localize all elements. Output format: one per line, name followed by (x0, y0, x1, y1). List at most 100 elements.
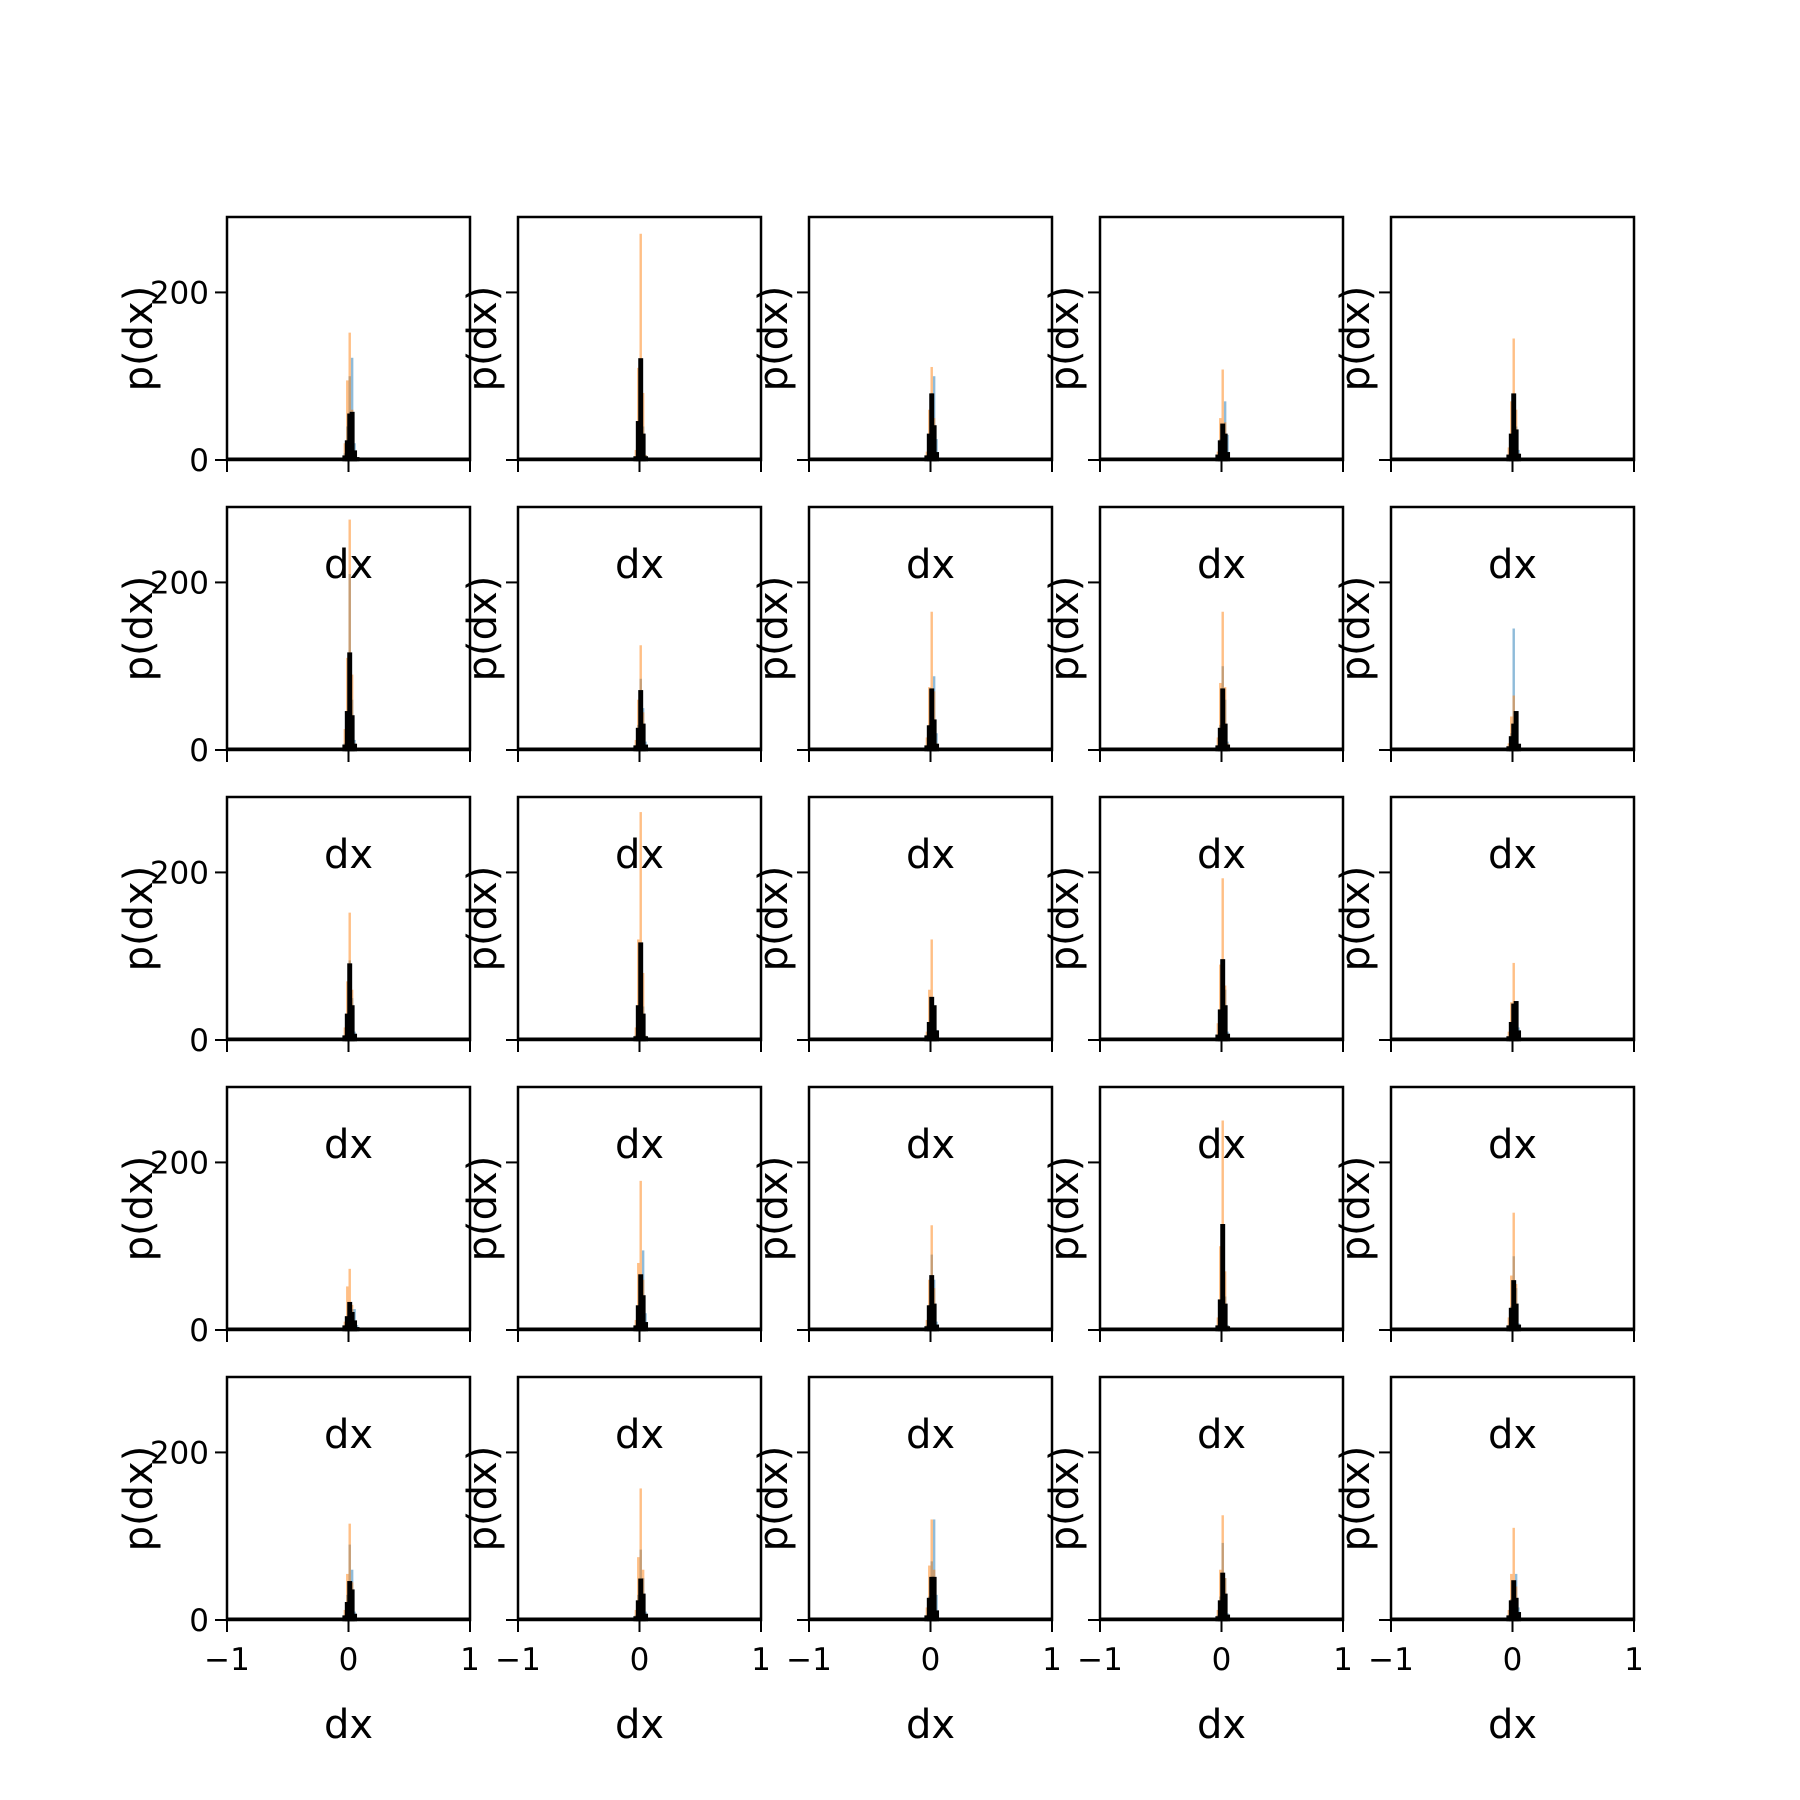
histogram-series-3 (924, 996, 940, 1042)
x-axis-label: dx (906, 832, 955, 878)
histogram-series-3 (1506, 711, 1522, 752)
histogram-series-3 (924, 688, 940, 752)
histogram-series-3 (1506, 1580, 1522, 1622)
histogram-panel: 0 200 dx p(dx) (116, 1085, 472, 1458)
histogram-series-3 (633, 358, 649, 462)
y-axis-label: p(dx) (1333, 866, 1379, 972)
histogram-series-3 (1215, 1224, 1231, 1332)
histogram-panel: dx p(dx) (1042, 505, 1345, 878)
histogram-panel: dx p(dx) (460, 505, 763, 878)
histogram-panel: dx p(dx) (751, 795, 1054, 1168)
y-tick-label: 200 (150, 275, 209, 311)
x-axis-label: dx (1197, 1412, 1246, 1458)
histogram-bar (1512, 1212, 1515, 1330)
histogram-panel: −1 0 1 dx p(dx) (1042, 1375, 1353, 1748)
y-axis-label: p(dx) (751, 1156, 797, 1262)
x-axis-label: dx (1488, 1412, 1537, 1458)
x-axis-label: dx (1197, 542, 1246, 588)
histogram-panel: dx p(dx) (751, 505, 1054, 878)
x-axis-label: dx (906, 1702, 955, 1748)
y-axis-label: p(dx) (116, 286, 162, 392)
y-axis-label: p(dx) (116, 1446, 162, 1552)
y-axis-label: p(dx) (751, 1446, 797, 1552)
histogram-series-3 (924, 393, 940, 462)
histogram-series-3 (1506, 1280, 1522, 1332)
y-axis-label: p(dx) (116, 866, 162, 972)
x-tick-label: −1 (1077, 1642, 1123, 1678)
histogram-panel: dx p(dx) (1042, 1085, 1345, 1458)
y-axis-label: p(dx) (460, 1446, 506, 1552)
y-axis-label: p(dx) (116, 1156, 162, 1262)
x-tick-label: 1 (460, 1642, 480, 1678)
histogram-bar (640, 1013, 646, 1042)
x-axis-label: dx (324, 1122, 373, 1168)
y-axis-label: p(dx) (460, 576, 506, 682)
x-axis-label: dx (906, 1122, 955, 1168)
x-axis-label: dx (615, 1702, 664, 1748)
x-axis-label: dx (324, 1412, 373, 1458)
histogram-series-3 (342, 1301, 360, 1332)
histogram-series-3 (342, 963, 358, 1042)
x-axis-label: dx (615, 542, 664, 588)
histogram-series-3 (924, 1275, 940, 1332)
y-axis-label: p(dx) (1333, 1446, 1379, 1552)
y-tick-label: 0 (189, 1313, 209, 1349)
histogram-bar (930, 939, 933, 1040)
x-tick-label: −1 (204, 1642, 250, 1678)
histogram-bar (348, 332, 351, 460)
y-axis-label: p(dx) (460, 286, 506, 392)
histogram-series-3 (1215, 423, 1231, 462)
histogram-panel: dx p(dx) (1333, 505, 1636, 878)
y-axis-label: p(dx) (751, 866, 797, 972)
histogram-series-3 (1215, 1572, 1231, 1622)
x-tick-label: −1 (495, 1642, 541, 1678)
histogram-series-3 (1215, 688, 1231, 752)
histogram-series-3 (924, 1576, 940, 1622)
histogram-panel: dx p(dx) (1042, 795, 1345, 1168)
x-axis-label: dx (615, 1412, 664, 1458)
histogram-bar (639, 1180, 642, 1330)
y-axis-label: p(dx) (1042, 576, 1088, 682)
histogram-series-3 (633, 942, 649, 1042)
x-tick-label: 0 (1212, 1642, 1232, 1678)
histogram-series-3 (633, 1274, 649, 1332)
y-tick-label: 200 (150, 1145, 209, 1181)
y-axis-label: p(dx) (460, 866, 506, 972)
y-axis-label: p(dx) (1042, 1446, 1088, 1552)
histogram-panel: dx p(dx) (1333, 795, 1636, 1168)
y-axis-label: p(dx) (1333, 576, 1379, 682)
histogram-bar (1512, 1527, 1515, 1620)
histogram-series-3 (633, 1578, 649, 1622)
y-axis-label: p(dx) (751, 286, 797, 392)
histogram-series-3 (633, 690, 649, 752)
y-axis-label: p(dx) (460, 1156, 506, 1262)
x-axis-label: dx (1488, 542, 1537, 588)
histogram-bar (1221, 878, 1224, 1040)
y-tick-label: 200 (150, 565, 209, 601)
y-tick-label: 0 (189, 443, 209, 479)
histogram-bar (348, 1268, 351, 1330)
histogram-series-3 (1506, 1001, 1522, 1042)
y-tick-label: 0 (189, 1603, 209, 1639)
x-tick-label: 1 (751, 1642, 771, 1678)
histogram-series-3 (1506, 393, 1522, 462)
x-axis-label: dx (1197, 1702, 1246, 1748)
histogram-series-3 (342, 652, 358, 752)
histogram-panel: dx p(dx) (460, 1085, 763, 1458)
y-axis-label: p(dx) (116, 576, 162, 682)
y-axis-label: p(dx) (1333, 1156, 1379, 1262)
histogram-panel: dx p(dx) (460, 215, 763, 588)
x-axis-label: dx (324, 1702, 373, 1748)
x-tick-label: 0 (339, 1642, 359, 1678)
histogram-panel: −1 0 1 dx p(dx) (460, 1375, 771, 1748)
histogram-panel: −1 0 1 dx p(dx) (1333, 1375, 1644, 1748)
x-axis-label: dx (615, 1122, 664, 1168)
y-tick-label: 0 (189, 733, 209, 769)
y-tick-label: 200 (150, 1435, 209, 1471)
x-axis-label: dx (906, 542, 955, 588)
